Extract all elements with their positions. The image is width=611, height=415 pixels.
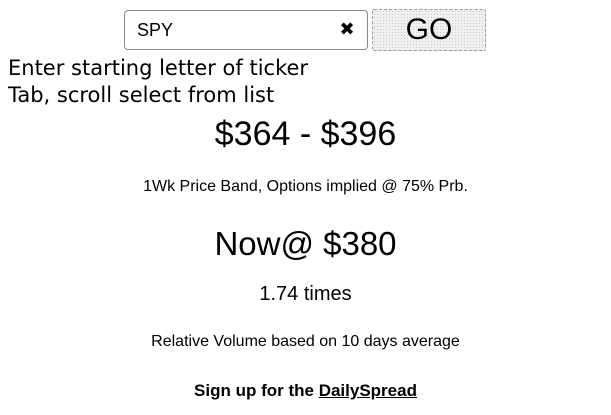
ticker-search-box: ✖ [124, 10, 368, 50]
relative-volume-value: 1.74 times [259, 283, 352, 305]
go-button[interactable]: GO [372, 9, 486, 51]
signup-line: Sign up for the DailySpread [0, 380, 611, 402]
instruction-line-1: Enter starting letter of ticker [8, 56, 309, 80]
instruction-line-2: Tab, scroll select from list [8, 83, 275, 107]
dailyspread-link[interactable]: DailySpread [318, 381, 417, 400]
price-band-caption: 1Wk Price Band, Options implied @ 75% Pr… [143, 178, 468, 195]
signup-prefix: Sign up for the [194, 381, 319, 400]
current-price: Now@ $380 [214, 225, 397, 262]
close-icon[interactable]: ✖ [339, 19, 355, 40]
ticker-input[interactable] [137, 11, 337, 49]
relative-volume-caption: Relative Volume based on 10 days average [151, 333, 460, 350]
price-band-range: $364 - $396 [214, 115, 397, 153]
